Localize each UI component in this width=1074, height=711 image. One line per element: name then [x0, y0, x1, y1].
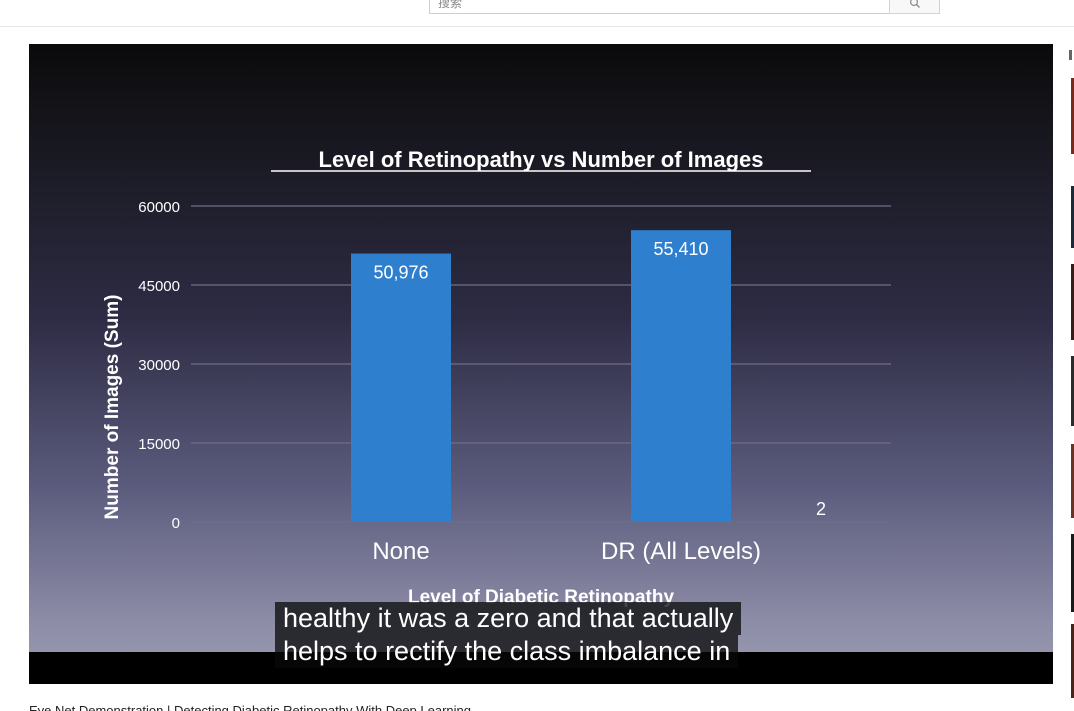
search-bar: [429, 0, 940, 14]
caption-line-2: helps to rectify the class imbalance in: [275, 635, 739, 668]
chart: Level of Retinopathy vs Number of Images…: [29, 44, 1053, 684]
sidebar-thumbnail[interactable]: [1071, 186, 1074, 248]
y-tick-label: 0: [172, 515, 180, 532]
slide-background: [29, 44, 1053, 654]
y-tick-label: 45000: [138, 278, 180, 295]
video-player[interactable]: Level of Retinopathy vs Number of Images…: [29, 44, 1053, 684]
video-title[interactable]: Eye Net Demonstration | Detecting Diabet…: [29, 703, 471, 711]
x-tick-label: None: [372, 538, 429, 565]
search-button[interactable]: [889, 0, 940, 14]
y-axis-label: Number of Images (Sum): [102, 295, 123, 520]
recommendations-sidebar: [1068, 26, 1074, 711]
bar: [631, 230, 731, 522]
top-bar: [0, 0, 1074, 27]
y-tick-label: 15000: [138, 436, 180, 453]
search-input[interactable]: [429, 0, 890, 14]
caption-line-1: healthy it was a zero and that actually: [275, 602, 742, 635]
sidebar-thumbnail[interactable]: [1071, 624, 1074, 698]
sidebar-thumbnail[interactable]: [1071, 444, 1074, 518]
bar: [351, 253, 451, 522]
data-label: 55,410: [653, 239, 708, 259]
captions: healthy it was a zero and that actually …: [275, 602, 742, 668]
data-label: 50,976: [373, 263, 428, 283]
sidebar-thumbnail[interactable]: [1071, 264, 1074, 340]
y-tick-label: 60000: [138, 199, 180, 216]
chart-title: Level of Retinopathy vs Number of Images: [319, 147, 764, 172]
sidebar-thumbnail[interactable]: [1071, 78, 1074, 154]
y-tick-label: 30000: [138, 357, 180, 374]
data-label: 2: [816, 499, 826, 519]
sidebar-thumbnail[interactable]: [1071, 534, 1074, 612]
sidebar-thumbnail[interactable]: [1071, 356, 1074, 426]
search-icon: [909, 0, 920, 8]
sidebar-mark: [1069, 50, 1072, 60]
x-tick-label: DR (All Levels): [601, 538, 761, 565]
